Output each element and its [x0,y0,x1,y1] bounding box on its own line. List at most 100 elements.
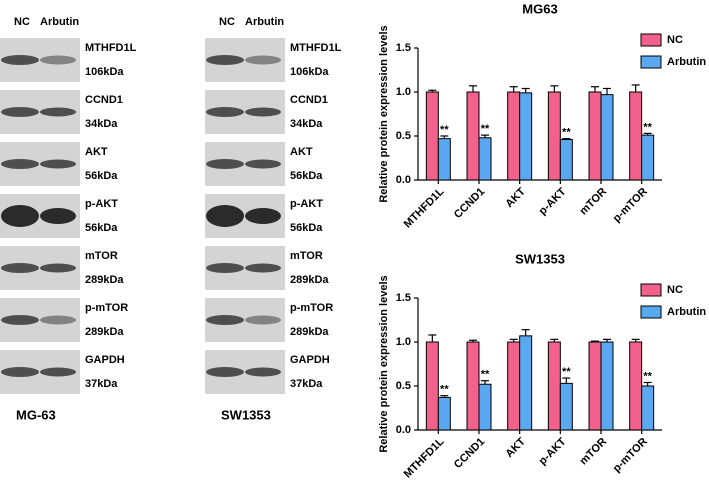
size-label: 56kDa [290,222,323,234]
size-label: 289kDa [290,274,329,286]
x-tick-label: p-mTOR [611,436,650,475]
blot-band [1,367,39,377]
bar [629,341,643,431]
bar [466,341,480,431]
blot-band [1,263,39,273]
size-label: 34kDa [290,118,323,130]
blot-band [206,205,244,227]
y-axis-label: Relative protein expression levels [378,275,390,452]
legend-label: Arbutin [667,56,706,68]
size-label: 56kDa [290,170,323,182]
blot-band [206,159,244,169]
lane-label: Arbutin [40,16,79,28]
blot-band [40,315,76,325]
x-tick-label: CCND1 [452,186,487,221]
size-label: 106kDa [85,66,124,78]
x-tick-label: MTHFD1L [402,185,447,230]
protein-label: CCND1 [290,94,328,106]
protein-label: p-AKT [290,198,323,210]
x-tick-label: p-AKT [537,436,569,468]
x-tick-label: mTOR [577,436,609,468]
significance-label: ** [481,369,490,381]
protein-label: mTOR [85,250,118,262]
x-tick-label: mTOR [577,186,609,218]
size-label: 289kDa [85,274,124,286]
blot-band [245,367,281,377]
bar [629,91,643,181]
bar [519,92,533,181]
size-label: 106kDa [290,66,329,78]
significance-label: ** [643,121,652,133]
blot-band [245,107,281,117]
blot-band [40,107,76,117]
legend-label: Arbutin [667,306,706,318]
bar [507,341,521,431]
bar [466,91,480,181]
blot-band [206,367,244,377]
legend-swatch [640,33,662,47]
bar [478,137,492,181]
bar [600,94,614,181]
protein-label: AKT [290,146,313,158]
blot-band [245,208,281,224]
bar [600,341,614,431]
lane-label: NC [14,16,30,28]
x-tick-label: p-AKT [537,186,569,218]
size-label: 289kDa [290,326,329,338]
bar [425,91,439,181]
chart-title: SW1353 [515,251,565,266]
bar [559,139,573,181]
blot-band [1,55,39,65]
blot-band [206,107,244,117]
size-label: 289kDa [85,326,124,338]
size-label: 56kDa [85,170,118,182]
blot-band [40,208,76,224]
panel-label: MG-63 [16,407,56,422]
lane-label: NC [219,16,235,28]
significance-label: ** [440,384,449,396]
x-tick-label: CCND1 [452,436,487,471]
x-tick-label: AKT [503,435,528,460]
bar [425,341,439,431]
bar [437,396,451,431]
blot-band [245,159,281,169]
blot-band [40,55,76,65]
significance-label: ** [562,127,571,139]
panel-label: SW1353 [221,407,271,422]
y-tick-label: 0.5 [396,130,411,142]
y-tick-label: 0.0 [396,174,411,186]
protein-label: mTOR [290,250,323,262]
size-label: 37kDa [85,378,118,390]
protein-label: MTHFD1L [85,42,137,54]
significance-label: ** [481,123,490,135]
significance-label: ** [440,124,449,136]
y-tick-label: 0.5 [396,380,411,392]
blot-band [206,55,244,65]
size-label: 56kDa [85,222,118,234]
blot-band [206,263,244,273]
bar [588,91,602,181]
blot-band [1,315,39,325]
blot-band [40,367,76,377]
size-label: 34kDa [85,118,118,130]
blot-band [245,55,281,65]
y-axis-label: Relative protein expression levels [378,25,390,202]
significance-label: ** [643,370,652,382]
size-label: 37kDa [290,378,323,390]
legend-label: NC [667,34,683,46]
x-tick-label: MTHFD1L [402,435,447,480]
legend-label: NC [667,284,683,296]
protein-label: p-mTOR [85,302,128,314]
bar [588,341,602,431]
y-tick-label: 0.0 [396,424,411,436]
y-tick-label: 1.0 [396,336,411,348]
legend-swatch [640,55,662,69]
y-tick-label: 1.0 [396,86,411,98]
blot-band [40,159,76,169]
protein-label: CCND1 [85,94,123,106]
protein-label: GAPDH [85,354,125,366]
bar [478,383,492,431]
legend-swatch [640,283,662,297]
bar [547,341,561,431]
